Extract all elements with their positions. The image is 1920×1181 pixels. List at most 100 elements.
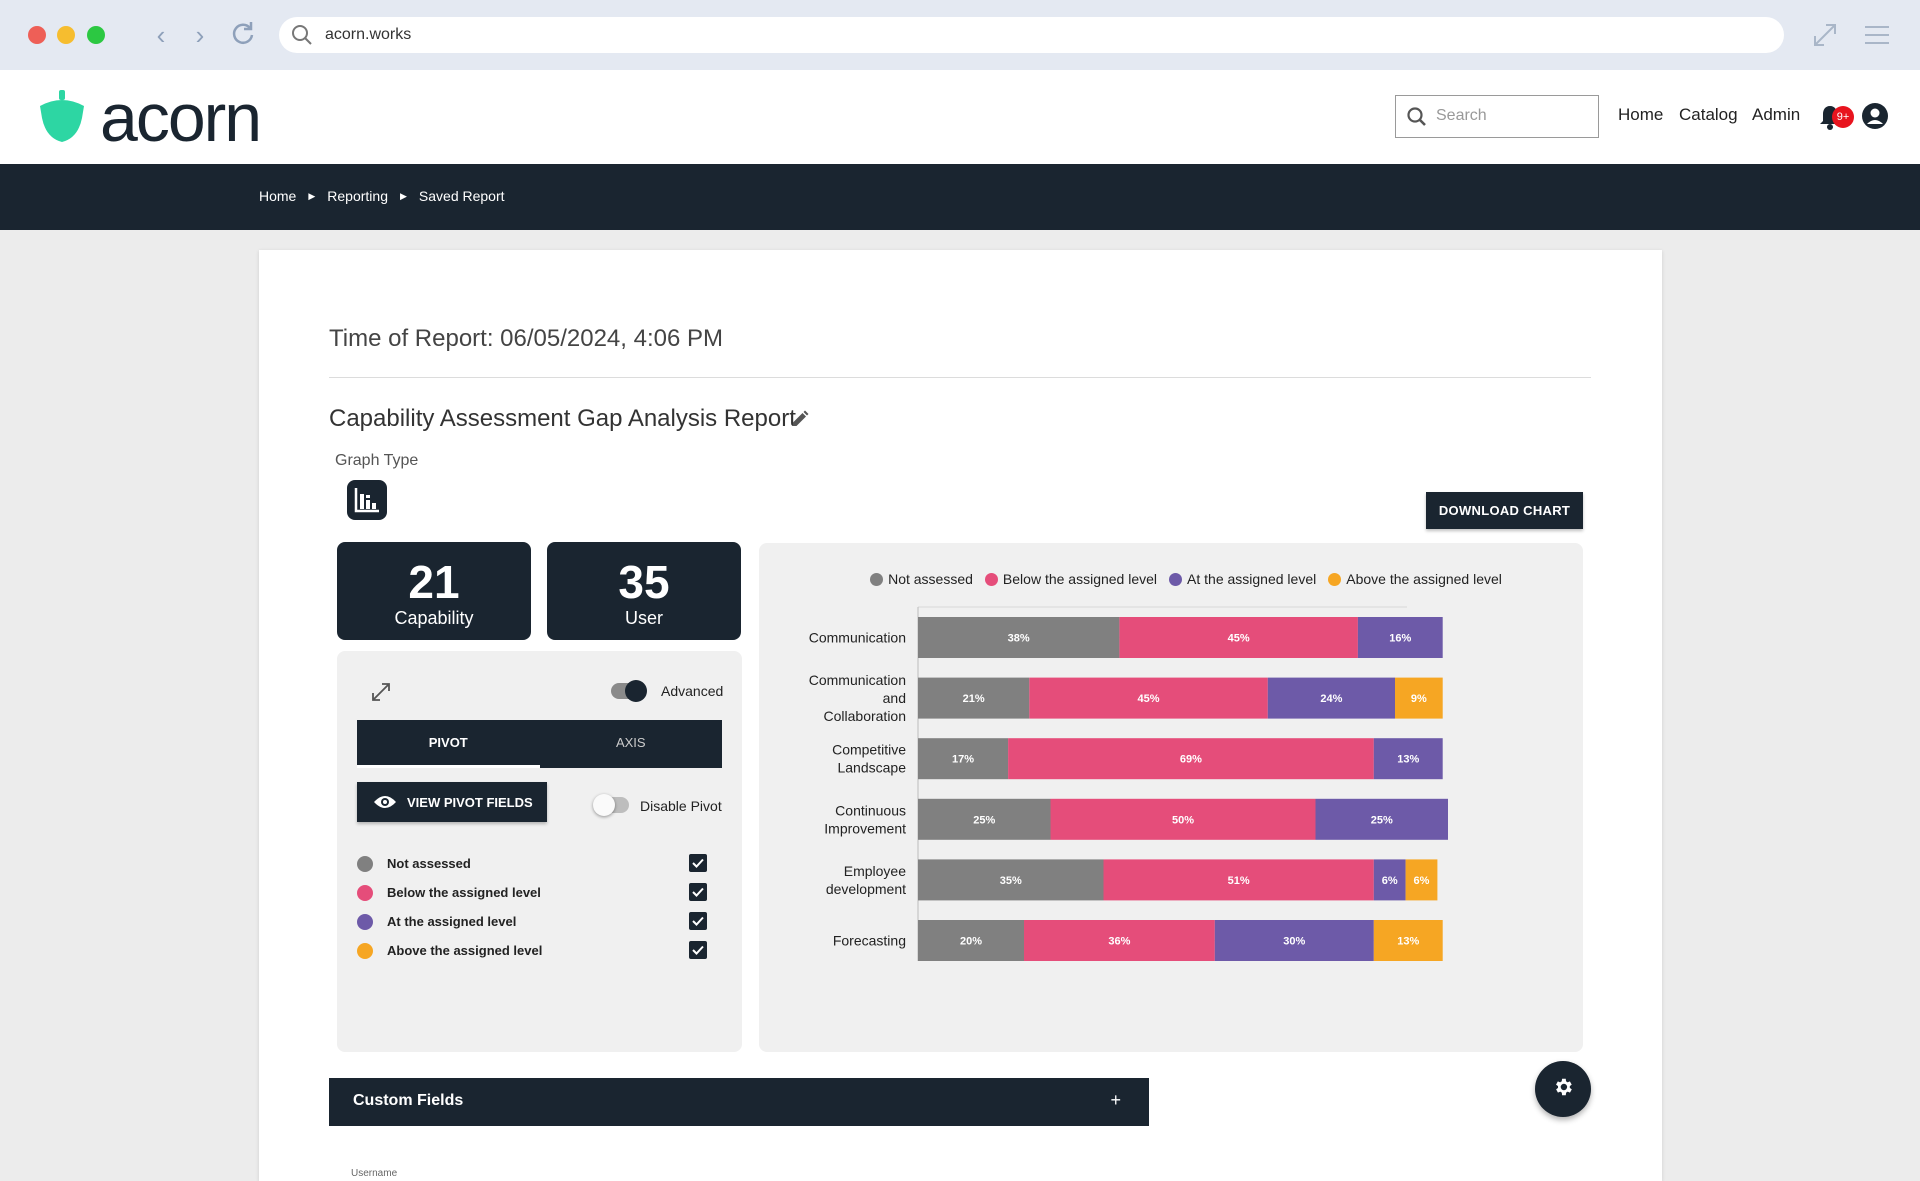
category-label: Competitive [832,742,906,758]
acorn-icon [38,88,86,149]
pencil-icon[interactable] [791,410,809,433]
data-label: 69% [1180,754,1202,766]
chart-legend: Not assessed Below the assigned level At… [759,571,1583,587]
url-text: acorn.works [325,26,412,43]
capability-count: 21 [408,556,460,608]
logo-text: acorn [100,80,262,156]
field-label: Above the assigned level [387,943,543,958]
custom-fields-panel[interactable]: Custom Fields + [329,1078,1149,1126]
checkbox-not-assessed[interactable] [689,854,707,872]
disable-pivot-toggle[interactable] [593,794,629,816]
bar-segment[interactable] [1267,677,1395,719]
bar-segment[interactable] [918,798,1051,840]
bar-segment[interactable] [918,859,1104,901]
bar-segment[interactable] [1008,738,1374,780]
report-title: Capability Assessment Gap Analysis Repor… [329,405,796,432]
legend-label: Not assessed [888,571,973,587]
fullscreen-icon[interactable] [1810,20,1840,50]
bar-segment[interactable] [1119,617,1358,658]
bar-segment[interactable] [1315,798,1449,840]
pivot-controls-panel: Advanced PIVOT AXIS VIEW PIVOT FIELDS Di… [337,651,742,1052]
breadcrumb: Home ▶ Reporting ▶ Saved Report [259,188,505,204]
capability-stat: 21 Capability [337,542,531,640]
disable-pivot-label: Disable Pivot [640,798,722,814]
legend-label: Above the assigned level [1346,571,1502,587]
legend-item[interactable]: Below the assigned level [984,571,1157,587]
bar-segment[interactable] [918,920,1024,961]
not-assessed-dot [357,856,373,872]
advanced-label: Advanced [661,683,724,699]
search-icon [291,24,313,51]
checkbox-at-level[interactable] [689,912,707,930]
bar-segment[interactable] [1373,859,1406,901]
acorn-logo[interactable]: acorn [38,80,262,156]
above-level-dot [357,943,373,959]
plus-icon[interactable]: + [1110,1090,1121,1110]
data-label: 51% [1228,875,1250,887]
legend-label: At the assigned level [1187,571,1317,587]
legend-item[interactable]: Above the assigned level [1328,571,1502,587]
category-label: and [883,690,906,706]
window-close-button[interactable] [28,26,46,44]
expand-icon[interactable] [370,681,392,708]
menu-icon[interactable] [1862,20,1892,50]
tab-pivot[interactable]: PIVOT [357,720,540,768]
data-label: 6% [1382,875,1398,887]
breadcrumb-home[interactable]: Home [259,188,297,204]
category-label: Communication [809,630,906,646]
breadcrumb-separator-icon: ▶ [399,190,407,201]
bar-segment[interactable] [1373,738,1443,780]
data-label: 25% [973,814,995,826]
bar-segment[interactable] [1214,920,1374,961]
checkbox-below-level[interactable] [689,883,707,901]
nav-home[interactable]: Home [1618,105,1664,124]
settings-button[interactable] [1535,1061,1591,1117]
bar-chart-type-button[interactable] [347,480,387,520]
legend-item[interactable]: At the assigned level [1169,571,1316,587]
user-stat: 35 User [547,542,741,640]
header-search[interactable] [1395,95,1599,138]
bar-segment[interactable] [1373,920,1443,961]
back-icon[interactable]: ‹ [156,20,166,50]
bar-segment[interactable] [918,617,1120,658]
window-minimize-button[interactable] [57,26,75,44]
checkbox-above-level[interactable] [689,941,707,959]
category-label: Continuous [835,802,906,818]
data-label: 38% [1008,633,1030,645]
category-label: Collaboration [824,708,907,724]
bar-segment[interactable] [1029,677,1268,719]
report-card: Time of Report: 06/05/2024, 4:06 PM Capa… [259,250,1662,1181]
category-label: development [826,881,906,897]
notification-badge: 9+ [1832,106,1854,128]
address-bar[interactable]: acorn.works [279,17,1784,53]
tab-axis[interactable]: AXIS [615,735,646,750]
breadcrumb-reporting[interactable]: Reporting [327,188,388,204]
advanced-toggle[interactable] [611,680,647,702]
nav-admin[interactable]: Admin [1752,105,1801,124]
download-chart-button[interactable]: DOWNLOAD CHART [1426,492,1583,529]
reload-icon[interactable] [228,19,258,49]
breadcrumb-saved-report: Saved Report [418,188,505,204]
bar-segment[interactable] [1405,859,1438,901]
user-account-icon[interactable] [1861,102,1889,135]
category-label: Landscape [837,760,906,776]
data-label: 13% [1397,754,1419,766]
bar-segment[interactable] [918,677,1030,719]
bar-segment[interactable] [918,738,1009,780]
legend-item[interactable]: Not assessed [870,571,973,587]
data-label: 25% [1371,814,1393,826]
search-input[interactable] [1436,104,1586,128]
at-level-dot [357,914,373,930]
pivot-axis-tabs: PIVOT AXIS [357,720,722,768]
bar-segment[interactable] [1050,798,1316,840]
forward-icon[interactable]: › [195,20,205,50]
data-label: 16% [1389,633,1411,645]
data-label: 35% [1000,875,1022,887]
bar-segment[interactable] [1024,920,1215,961]
bar-segment[interactable] [1395,677,1443,719]
nav-catalog[interactable]: Catalog [1679,105,1738,124]
bar-segment[interactable] [1357,617,1443,658]
bar-segment[interactable] [1103,859,1374,901]
view-pivot-fields-button[interactable]: VIEW PIVOT FIELDS [357,782,547,822]
window-maximize-button[interactable] [87,26,105,44]
